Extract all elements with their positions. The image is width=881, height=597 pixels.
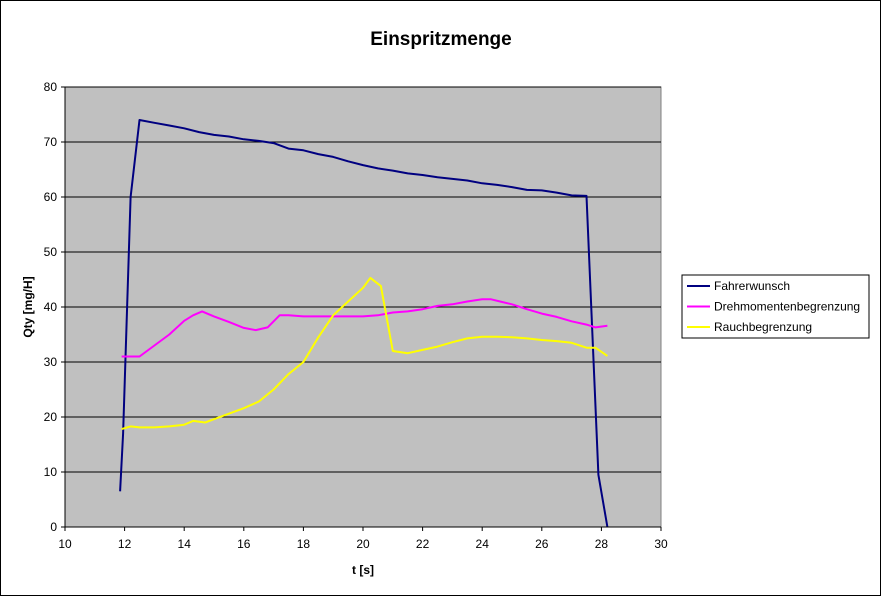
x-tick-label: 20 <box>356 537 370 551</box>
legend-label-fahrerwunsch: Fahrerwunsch <box>714 279 790 293</box>
series-line-drehmomentenbegrenzung <box>121 298 608 358</box>
y-tick-label: 40 <box>44 300 58 314</box>
series-line-fahrerwunsch <box>119 119 609 528</box>
x-tick-label: 16 <box>237 537 251 551</box>
legend: Fahrerwunsch Drehmomentenbegrenzung Rauchb… <box>681 274 870 339</box>
y-tick-label: 30 <box>44 355 58 369</box>
x-tick-label: 18 <box>297 537 311 551</box>
series-line-rauchbegrenzung <box>121 276 608 431</box>
legend-box <box>681 274 870 339</box>
legend-label-rauchbegrenzung: Rauchbegrenzung <box>714 320 812 334</box>
legend-label-drehmomentenbegrenzung: Drehmomentenbegrenzung <box>714 300 860 314</box>
y-tick-label: 0 <box>50 520 57 534</box>
y-tick-label: 60 <box>44 190 58 204</box>
y-tick-label: 10 <box>44 465 58 479</box>
x-tick-label: 28 <box>595 537 609 551</box>
x-tick-label: 30 <box>654 537 668 551</box>
series-lines <box>119 119 609 528</box>
x-tick-label: 24 <box>476 537 490 551</box>
y-tick-label: 70 <box>44 135 58 149</box>
x-tick-label: 12 <box>118 537 132 551</box>
y-tick-label: 50 <box>44 245 58 259</box>
x-axis-label: t [s] <box>352 563 374 577</box>
chart-title: Einspritzmenge <box>370 29 511 50</box>
x-tick-label: 26 <box>535 537 549 551</box>
x-axis-ticks: 10 12 14 16 18 20 22 24 26 28 30 <box>58 527 668 551</box>
x-tick-label: 22 <box>416 537 430 551</box>
y-axis-ticks: 0 10 20 30 40 50 60 70 80 <box>44 80 65 534</box>
y-axis-label: Qty [mg/H] <box>21 276 35 337</box>
x-tick-label: 14 <box>178 537 192 551</box>
x-tick-label: 10 <box>58 537 72 551</box>
y-tick-label: 80 <box>44 80 58 94</box>
gridlines <box>65 86 661 473</box>
y-tick-label: 20 <box>44 410 58 424</box>
